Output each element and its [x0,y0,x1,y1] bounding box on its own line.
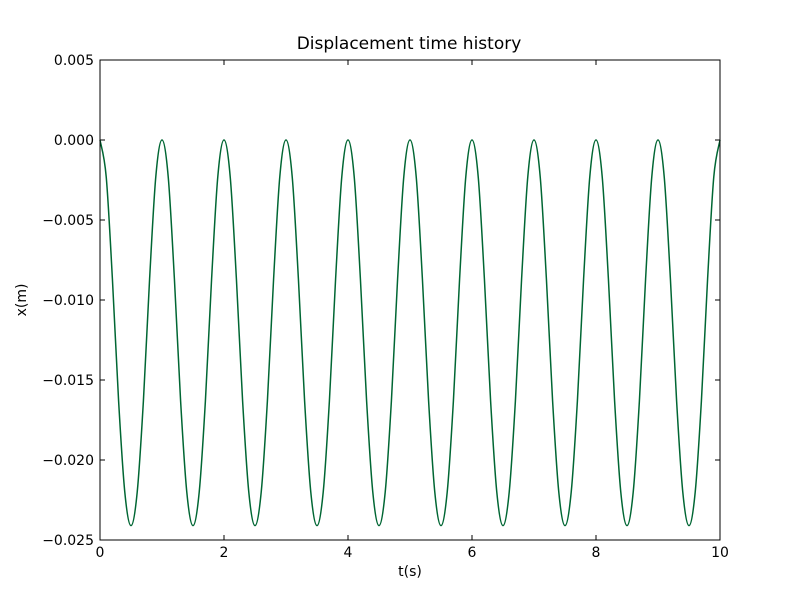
plot-lines [99,139,721,527]
x-tick-label: 0 [96,545,105,561]
series-line [99,139,721,527]
y-tick-label: −0.020 [42,453,94,469]
y-axis-label: x(m) [14,284,30,317]
x-tick-labels: 0 2 4 6 8 10 [96,545,729,561]
x-tick-label: 6 [468,545,477,561]
axes-frame [99,59,721,541]
x-tick-label: 10 [711,545,729,561]
y-tick-label: −0.005 [42,213,94,229]
y-tick-label: −0.010 [42,293,94,309]
y-tick-label: −0.015 [42,373,94,389]
y-tick-labels: 0.005 0.000 −0.005 −0.010 −0.015 −0.020 −0.025 [42,53,94,549]
x-tick-label: 2 [220,545,229,561]
y-tick-label: 0.000 [54,133,94,149]
x-tick-label: 8 [592,545,601,561]
y-tick-label: 0.005 [54,53,94,69]
tick-marks [99,59,721,541]
x-axis-label: t(s) [398,564,422,580]
y-tick-label: −0.025 [42,533,94,549]
chart-title: Displacement time history [297,34,522,54]
x-tick-label: 4 [344,545,353,561]
